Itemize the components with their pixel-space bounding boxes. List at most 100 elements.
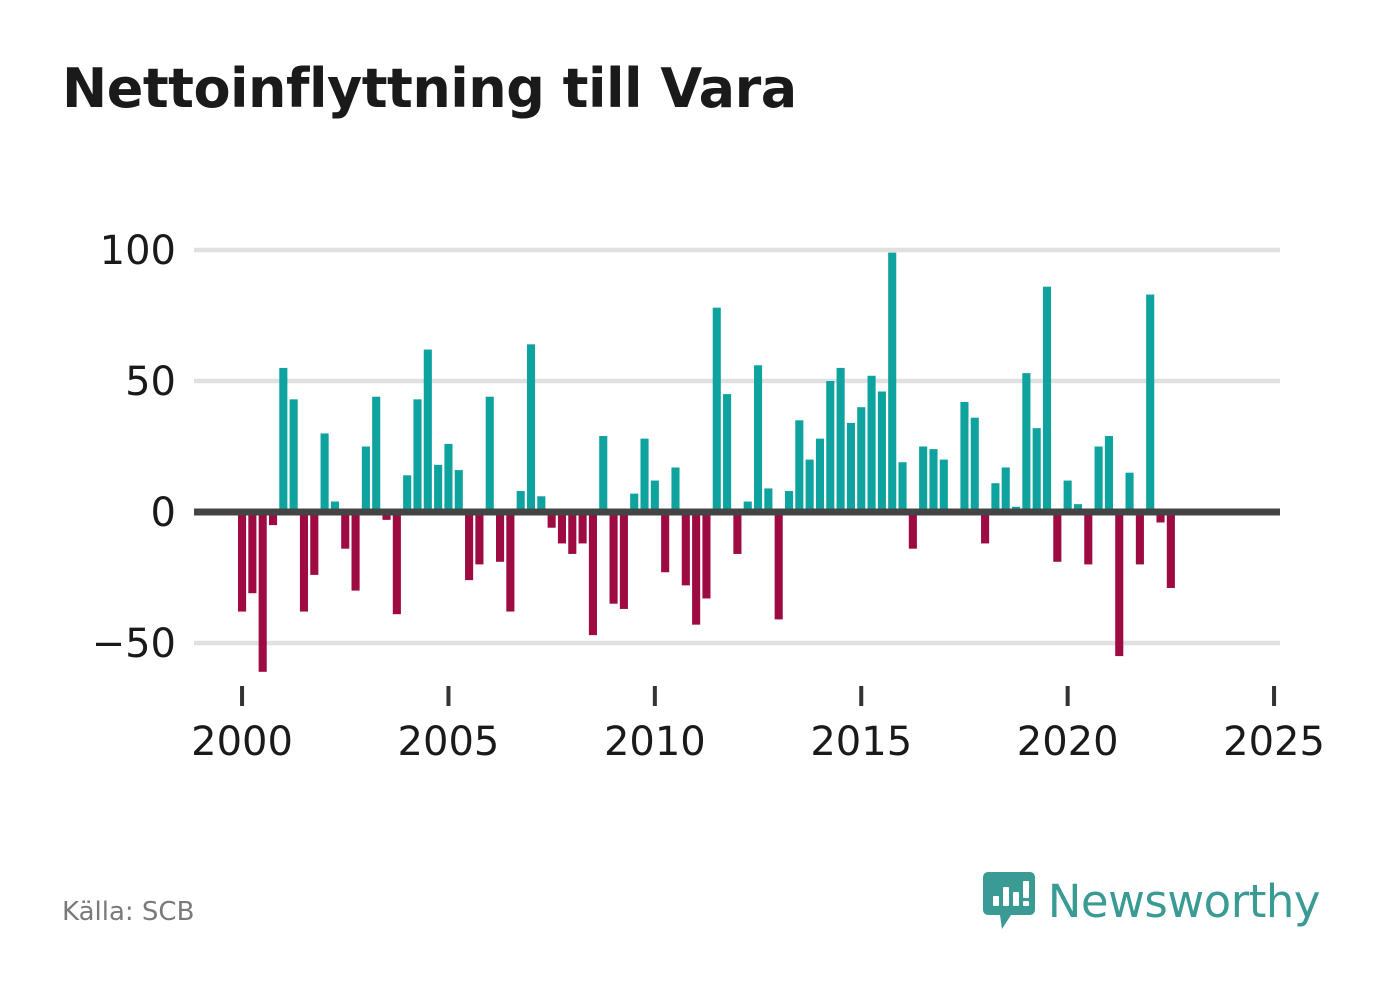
bar	[1146, 294, 1155, 512]
bar	[702, 512, 711, 599]
bar	[877, 391, 886, 512]
x-axis-tick-label: 2025	[1223, 719, 1325, 765]
bar	[392, 512, 401, 615]
bar	[836, 367, 845, 512]
bar	[475, 512, 484, 565]
bar	[268, 512, 278, 526]
bar	[485, 396, 494, 512]
bar	[434, 464, 443, 512]
bar	[981, 512, 990, 544]
bar	[970, 417, 979, 512]
bar	[960, 401, 969, 512]
x-axis-tick-label: 2010	[604, 719, 706, 765]
bar	[496, 512, 505, 562]
bar	[382, 512, 391, 520]
bar	[898, 462, 907, 512]
bar	[1104, 436, 1113, 512]
bar	[723, 394, 732, 512]
bar	[650, 480, 659, 512]
bar	[815, 438, 825, 512]
bar	[1032, 428, 1041, 512]
source-note: Källa: SCB	[62, 897, 195, 927]
bar	[1042, 286, 1052, 512]
bar	[919, 446, 928, 512]
bar	[764, 488, 773, 512]
bar	[320, 433, 329, 512]
brand-name: Newsworthy	[1047, 874, 1321, 928]
bar	[1094, 446, 1103, 512]
bar	[258, 512, 267, 672]
bar	[1156, 512, 1165, 523]
bar	[423, 349, 432, 512]
bar	[692, 512, 701, 625]
bar	[640, 438, 649, 512]
bar	[516, 491, 525, 512]
bar	[310, 512, 319, 575]
bar	[413, 399, 422, 512]
bar	[403, 475, 412, 512]
y-axis-tick-label: −50	[92, 621, 176, 667]
bar	[289, 399, 298, 512]
bar	[351, 512, 360, 591]
bar	[341, 512, 350, 549]
x-axis-tick-label: 2015	[810, 719, 912, 765]
bar	[248, 512, 257, 594]
x-axis-tick-label: 2005	[398, 719, 500, 765]
bar	[1073, 504, 1083, 512]
bar	[795, 420, 804, 512]
bar	[991, 483, 1000, 512]
bar	[526, 344, 536, 512]
newsworthy-logo: Newsworthy	[982, 872, 1321, 930]
bar	[661, 512, 670, 573]
bar	[279, 367, 288, 512]
bar	[599, 436, 608, 512]
bar	[238, 512, 247, 612]
bar	[671, 467, 680, 512]
bar	[681, 512, 690, 586]
bar	[939, 459, 948, 512]
bar	[609, 512, 618, 604]
bar	[743, 501, 752, 512]
bar	[330, 501, 339, 512]
bar	[888, 252, 897, 512]
page-title: Nettoinflyttning till Vara	[62, 57, 797, 120]
bar	[1022, 373, 1031, 512]
bar	[454, 470, 463, 512]
bar	[846, 422, 855, 512]
bar	[1063, 480, 1072, 512]
y-axis-tick-label: 0	[151, 490, 176, 536]
x-axis-tick-label: 2020	[1017, 719, 1119, 765]
bar	[568, 512, 577, 554]
bar	[712, 307, 721, 512]
bar	[444, 443, 453, 512]
bar-chart-speech-bubble-icon	[982, 872, 1035, 929]
bar	[929, 449, 938, 512]
bar	[1084, 512, 1093, 565]
bar	[784, 491, 794, 512]
bar	[857, 407, 866, 512]
bar	[465, 512, 474, 581]
bar	[733, 512, 742, 554]
bar-series	[238, 252, 1175, 672]
bar	[1135, 512, 1144, 565]
bar	[557, 512, 567, 544]
bar	[1053, 512, 1062, 562]
bar	[372, 396, 381, 512]
bar	[826, 381, 835, 512]
bar	[578, 512, 587, 544]
bar	[867, 375, 876, 512]
bar	[774, 512, 783, 620]
bar	[1001, 467, 1010, 512]
bar	[361, 446, 370, 512]
bar	[1166, 512, 1175, 588]
bar	[908, 512, 917, 549]
bar	[1125, 472, 1134, 512]
bar	[299, 512, 309, 612]
bar	[630, 493, 639, 512]
bar	[619, 512, 628, 609]
x-axis-tick-label: 2000	[191, 719, 293, 765]
y-axis-tick-label: 50	[125, 359, 176, 405]
bar	[506, 512, 515, 612]
